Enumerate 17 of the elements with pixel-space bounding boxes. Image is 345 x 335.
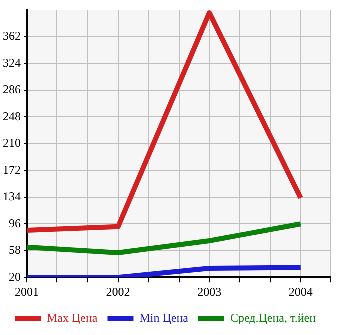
y-tick-label: 286 bbox=[3, 82, 21, 97]
x-tick-label: 2004 bbox=[288, 284, 313, 299]
y-tick-label: 210 bbox=[3, 136, 21, 150]
y-tick-label: 362 bbox=[3, 29, 21, 44]
y-tick-label: 134 bbox=[3, 190, 21, 204]
legend-label: Сред.Цена, т.йен bbox=[230, 311, 317, 326]
y-tick-label: 324 bbox=[3, 56, 21, 70]
legend-label: Max Цена bbox=[46, 311, 98, 326]
x-tick-label: 2002 bbox=[106, 284, 130, 299]
y-tick-label: 20 bbox=[9, 270, 21, 284]
y-tick-label: 96 bbox=[9, 216, 21, 230]
x-tick-label: 2003 bbox=[198, 284, 222, 299]
y-tick-label: 248 bbox=[3, 109, 21, 124]
x-tick-label: 2001 bbox=[15, 284, 39, 299]
y-tick-label: 172 bbox=[3, 162, 21, 177]
legend-label: Min Цена bbox=[140, 311, 190, 326]
y-tick-label: 58 bbox=[9, 243, 21, 258]
